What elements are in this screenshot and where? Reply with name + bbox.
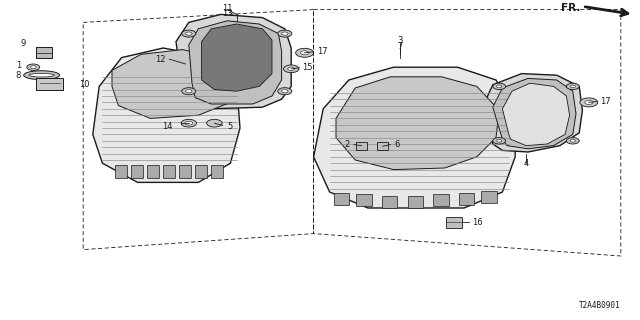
- Circle shape: [27, 64, 40, 70]
- Circle shape: [585, 100, 593, 104]
- Text: 12: 12: [155, 55, 165, 64]
- Circle shape: [185, 121, 193, 125]
- Circle shape: [570, 85, 575, 88]
- Text: FR.: FR.: [561, 3, 580, 13]
- Circle shape: [301, 51, 308, 55]
- Bar: [447, 217, 462, 228]
- Bar: [179, 165, 191, 178]
- Circle shape: [31, 66, 36, 69]
- Text: 13: 13: [222, 9, 232, 18]
- Polygon shape: [314, 67, 515, 208]
- Text: 2: 2: [345, 140, 350, 149]
- Bar: [408, 196, 423, 208]
- Circle shape: [566, 83, 579, 90]
- Bar: [356, 141, 367, 149]
- Text: 8: 8: [16, 71, 21, 80]
- Circle shape: [296, 48, 314, 57]
- Text: T2A4B0901: T2A4B0901: [579, 301, 621, 310]
- Text: 16: 16: [472, 218, 483, 227]
- Text: 10: 10: [79, 80, 89, 89]
- Circle shape: [580, 98, 598, 107]
- Text: 6: 6: [394, 140, 399, 149]
- Bar: [334, 193, 349, 205]
- Text: 15: 15: [302, 63, 312, 72]
- Bar: [115, 165, 127, 178]
- Polygon shape: [502, 83, 570, 146]
- Polygon shape: [336, 77, 499, 170]
- Bar: [131, 165, 143, 178]
- Bar: [459, 193, 474, 205]
- Circle shape: [278, 88, 292, 95]
- Polygon shape: [189, 21, 282, 104]
- Bar: [36, 47, 52, 59]
- Bar: [481, 191, 497, 203]
- Bar: [163, 165, 175, 178]
- Text: 17: 17: [317, 47, 328, 56]
- Bar: [377, 142, 388, 150]
- Circle shape: [207, 119, 222, 127]
- Circle shape: [288, 67, 294, 70]
- Text: 11: 11: [222, 4, 232, 12]
- Circle shape: [182, 88, 196, 95]
- Circle shape: [278, 30, 292, 37]
- Ellipse shape: [29, 73, 54, 77]
- Bar: [382, 196, 397, 208]
- Text: 1: 1: [16, 61, 21, 70]
- Circle shape: [493, 83, 506, 90]
- Bar: [433, 194, 449, 206]
- Polygon shape: [202, 24, 272, 91]
- Circle shape: [282, 32, 288, 35]
- Circle shape: [570, 140, 575, 142]
- Circle shape: [284, 65, 299, 73]
- Bar: [147, 165, 159, 178]
- Circle shape: [182, 30, 196, 37]
- Circle shape: [186, 32, 192, 35]
- Circle shape: [186, 90, 192, 93]
- Polygon shape: [493, 78, 576, 149]
- Text: 4: 4: [524, 159, 529, 168]
- Polygon shape: [93, 48, 240, 182]
- Text: 9: 9: [20, 39, 26, 48]
- Circle shape: [282, 90, 288, 93]
- Circle shape: [497, 140, 502, 142]
- Ellipse shape: [24, 71, 60, 80]
- Circle shape: [497, 85, 502, 88]
- Bar: [356, 194, 372, 206]
- Text: 17: 17: [600, 97, 611, 106]
- Text: 14: 14: [163, 122, 173, 131]
- Polygon shape: [483, 74, 582, 152]
- Circle shape: [181, 119, 196, 127]
- Text: 3: 3: [397, 36, 403, 44]
- Text: 7: 7: [397, 42, 403, 51]
- Bar: [211, 165, 223, 178]
- Bar: [195, 165, 207, 178]
- Polygon shape: [36, 78, 63, 90]
- Polygon shape: [176, 14, 291, 109]
- Text: 5: 5: [227, 122, 232, 131]
- Circle shape: [493, 138, 506, 144]
- Polygon shape: [112, 50, 234, 118]
- Circle shape: [566, 138, 579, 144]
